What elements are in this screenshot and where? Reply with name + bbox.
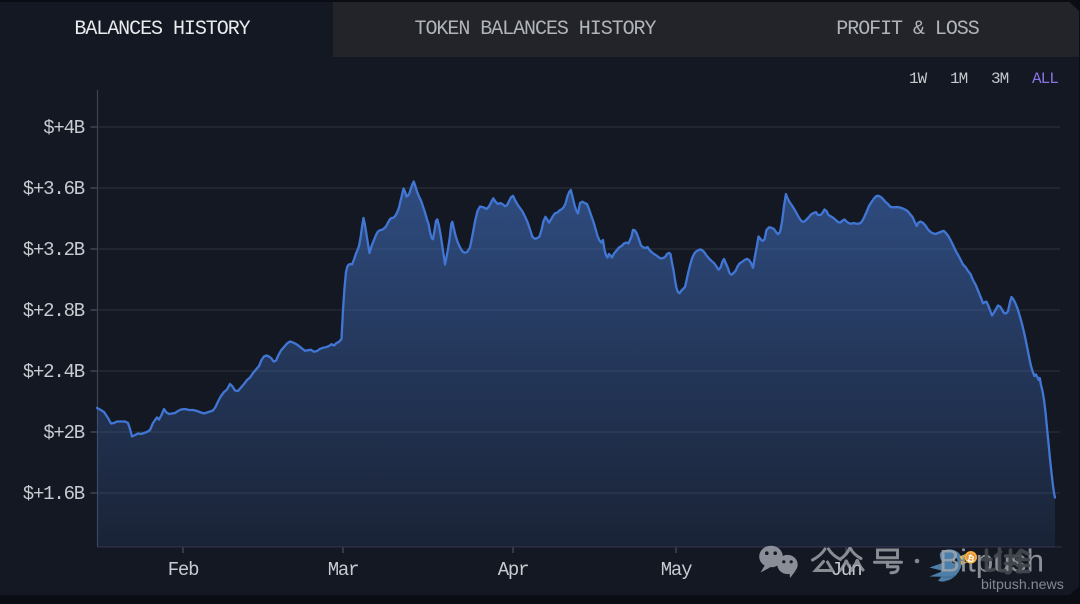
svg-text:₿: ₿ xyxy=(966,553,975,564)
svg-text:bitpush.news: bitpush.news xyxy=(981,577,1064,593)
